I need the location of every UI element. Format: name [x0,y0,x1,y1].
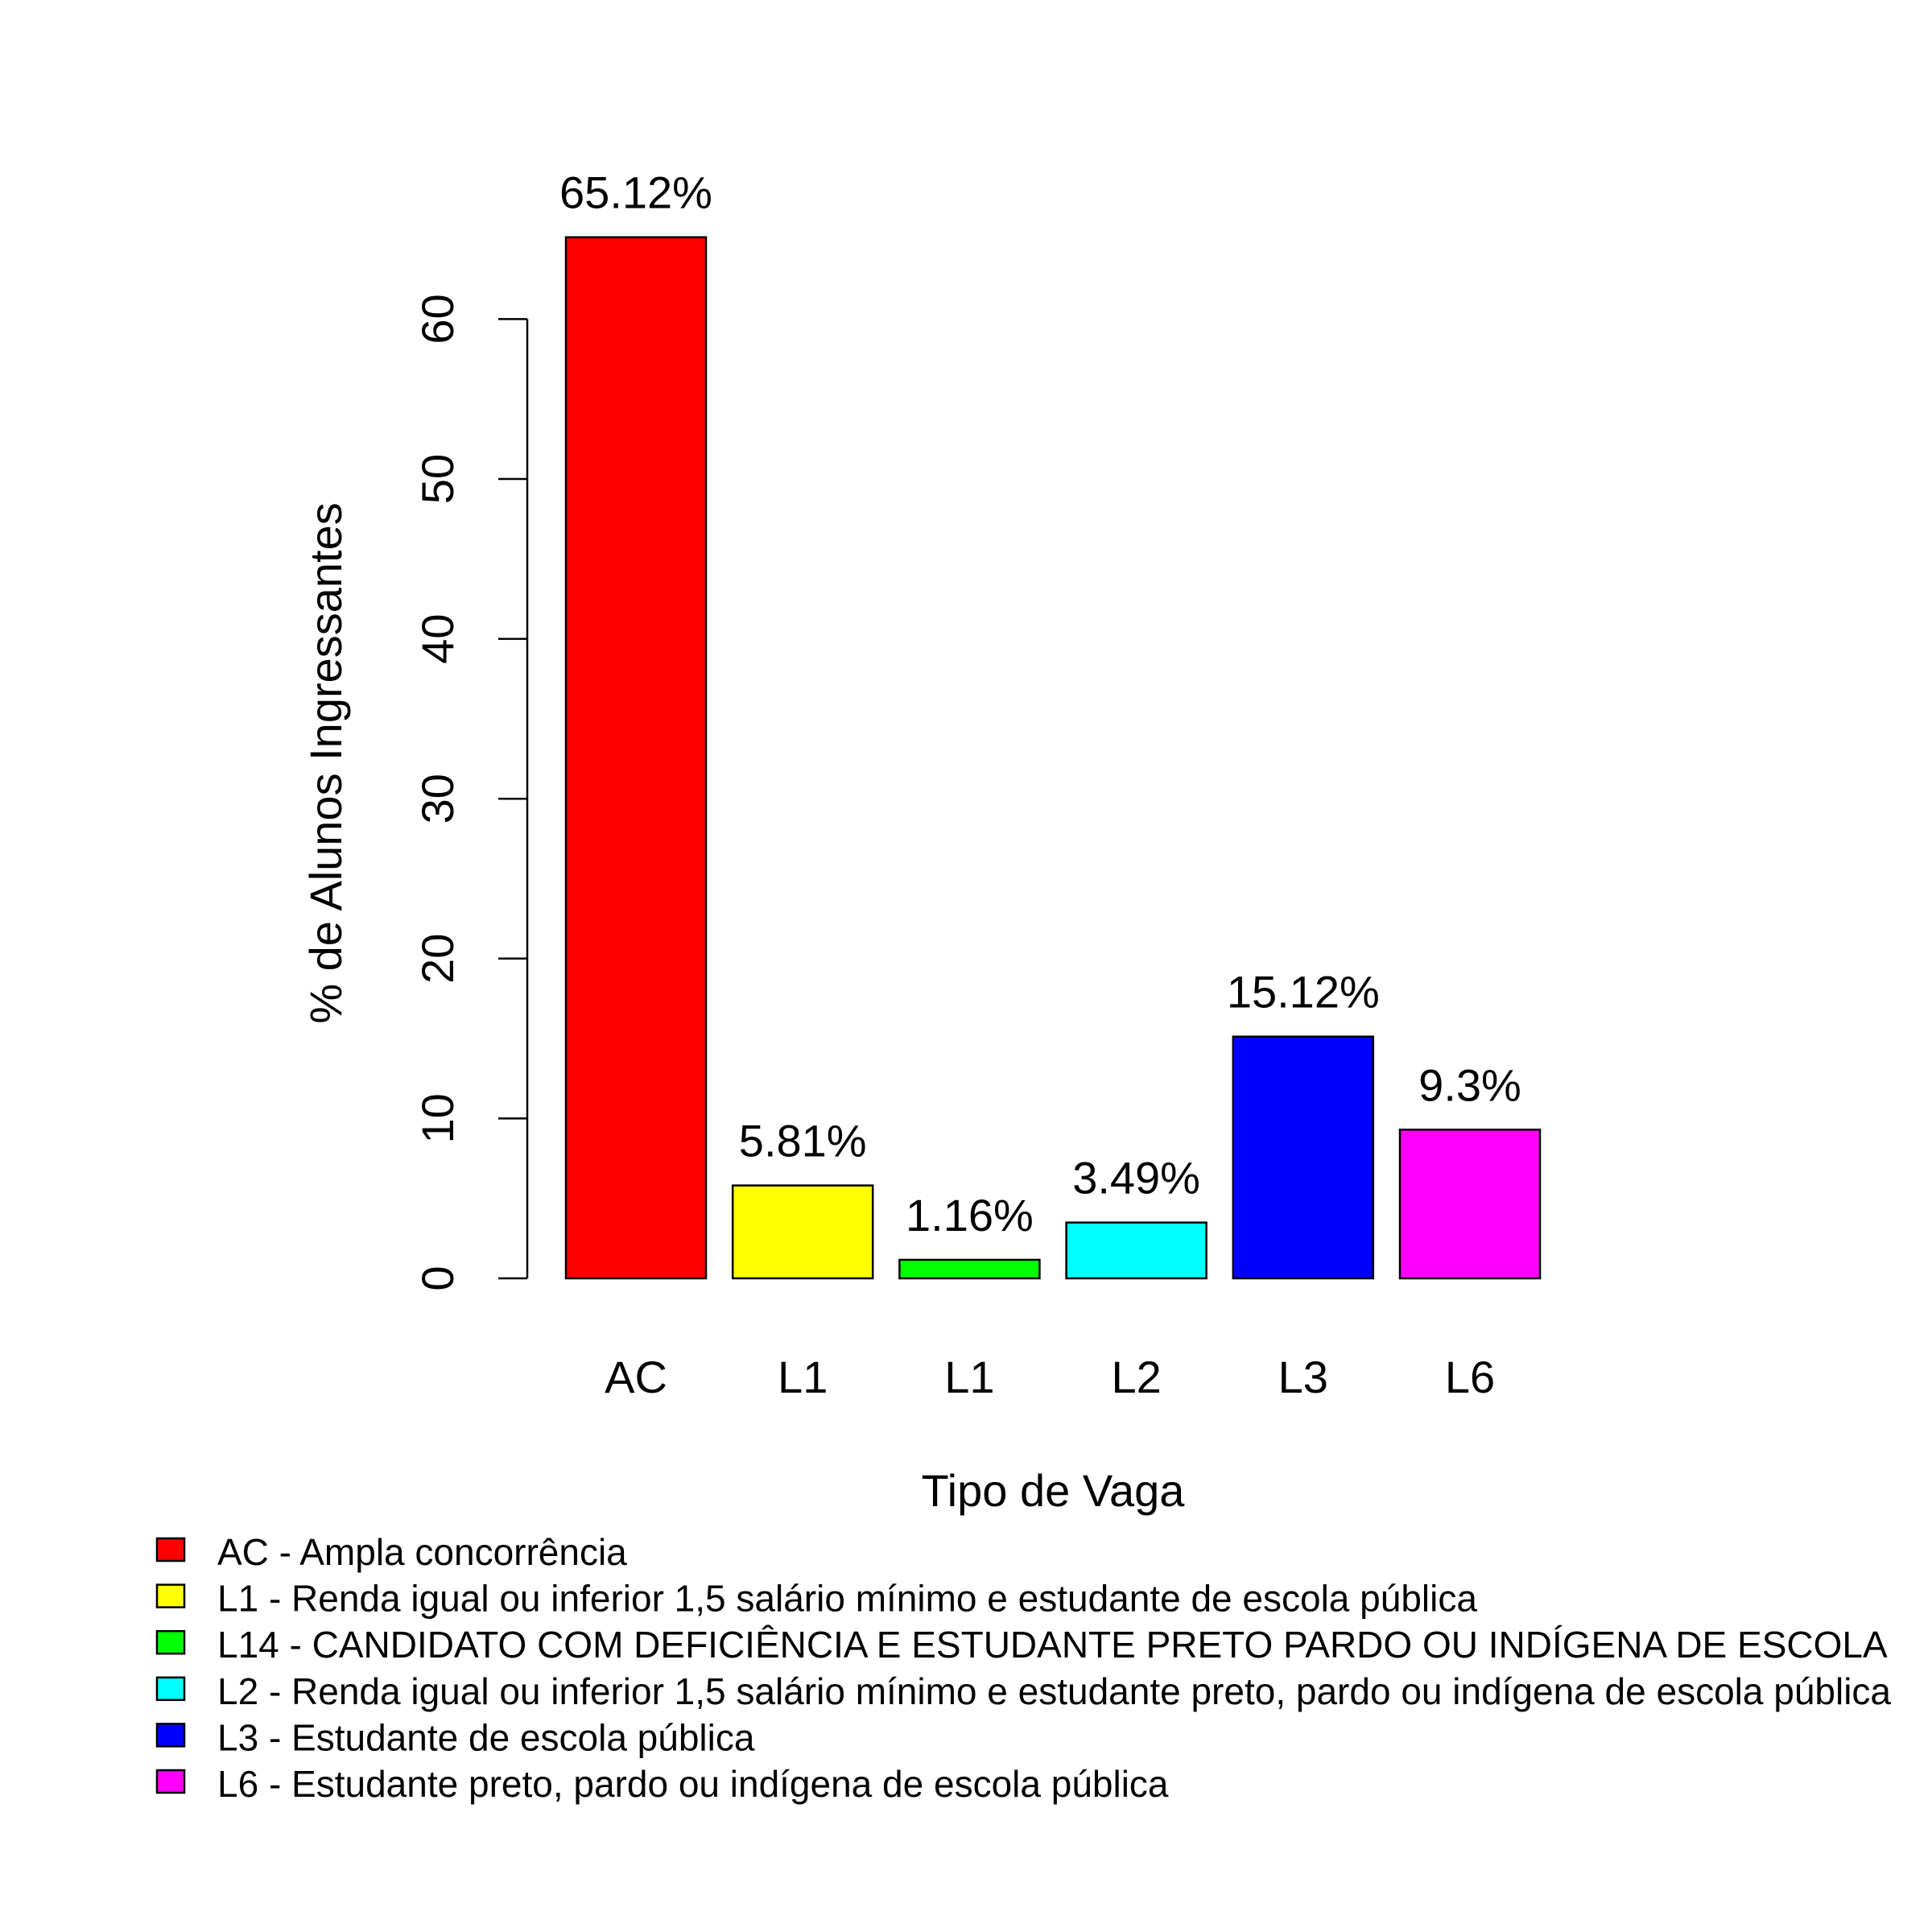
bar-l2-3 [1065,1221,1208,1280]
legend-swatch [155,1629,186,1655]
legend-item: L14 - CANDIDATO COM DEFICIÊNCIA E ESTUDA… [155,1624,1888,1666]
y-tick-label: 50 [412,454,463,504]
bar-ac-0 [564,236,708,1280]
legend-item: L3 - Estudante de escola pública [155,1716,755,1758]
legend-item: L2 - Renda igual ou inferior 1,5 salário… [155,1670,1891,1712]
legend-swatch [155,1676,186,1702]
y-tick-label: 20 [412,934,463,984]
bar-l1-1 [731,1184,874,1280]
y-tick-label: 30 [412,774,463,824]
x-tick-label: AC [605,1352,667,1402]
y-tick-label: 40 [412,613,463,663]
legend-swatch [155,1583,186,1608]
bar-value-label: 5.81% [739,1116,867,1166]
legend-swatch [155,1723,186,1748]
legend-swatch [155,1769,186,1794]
legend-swatch [155,1537,186,1563]
bar-l1-2 [898,1258,1041,1280]
y-tick-label: 10 [412,1093,463,1143]
legend-item: AC - Ampla concorrência [155,1531,627,1573]
bar-l6-5 [1398,1129,1542,1280]
x-tick-label: L6 [1445,1352,1495,1402]
x-tick-labels: AC L1 L1 L2 L3 L6 [605,1352,1495,1402]
legend-label: L3 - Estudante de escola pública [217,1716,755,1758]
bar-value-label: 65.12% [559,167,712,218]
legend-label: L1 - Renda igual ou inferior 1,5 salário… [217,1578,1477,1620]
legend-item: L6 - Estudante preto, pardo ou indígena … [155,1763,1169,1805]
x-tick-label: L1 [944,1352,994,1402]
legend-label: L2 - Renda igual ou inferior 1,5 salário… [217,1670,1891,1712]
legend-label: L6 - Estudante preto, pardo ou indígena … [217,1763,1169,1805]
x-tick-label: L2 [1111,1352,1161,1402]
x-axis-label: Tipo de Vaga [922,1465,1186,1516]
bar-value-label: 1.16% [906,1190,1034,1241]
bar-value-label: 9.3% [1418,1059,1521,1110]
bar-l3-4 [1232,1035,1375,1280]
y-tick-label: 60 [412,294,463,344]
legend: AC - Ampla concorrência L1 - Renda igual … [155,1531,1891,1805]
legend-item: L1 - Renda igual ou inferior 1,5 salário… [155,1578,1477,1620]
bars-layer [564,236,1542,1280]
x-tick-label: L1 [778,1352,828,1402]
y-axis-label: % de Alunos Ingressantes [300,502,351,1024]
bar-value-label: 15.12% [1227,967,1380,1018]
x-tick-label: L3 [1278,1352,1328,1402]
y-axis: 0 10 20 30 40 50 60 [412,294,529,1291]
y-tick-label: 0 [412,1265,463,1290]
bar-value-label: 3.49% [1072,1153,1200,1203]
legend-label: L14 - CANDIDATO COM DEFICIÊNCIA E ESTUDA… [217,1624,1888,1666]
legend-label: AC - Ampla concorrência [217,1531,627,1573]
value-labels-layer: 65.12% 5.81% 1.16% 3.49% 15.12% 9.3% [559,167,1521,1241]
